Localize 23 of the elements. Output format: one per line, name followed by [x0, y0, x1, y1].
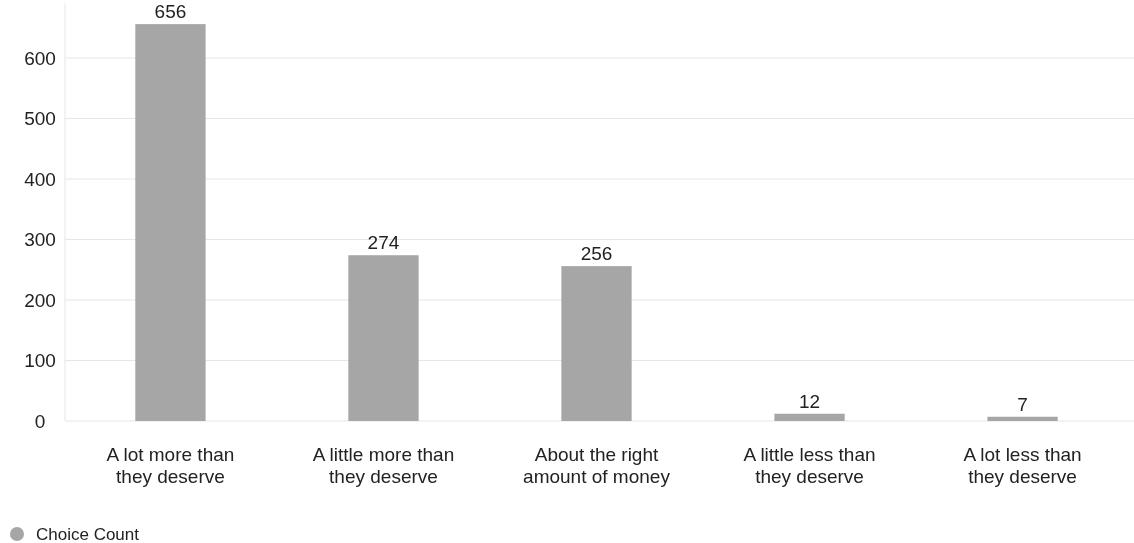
bar: [135, 24, 206, 421]
x-tick-label: A lot more than they deserve: [106, 444, 235, 487]
bar: [348, 255, 419, 421]
x-tick-label: A little less than they deserve: [743, 444, 876, 487]
y-tick-label: 100: [24, 350, 56, 372]
bar: [987, 416, 1058, 421]
data-label: 656: [154, 1, 187, 23]
y-tick-label: 500: [24, 108, 56, 130]
data-label: 256: [580, 243, 613, 265]
data-label: 274: [367, 232, 400, 254]
bar: [561, 266, 632, 421]
y-tick-label: 0: [34, 410, 46, 432]
data-label: 12: [798, 390, 821, 412]
legend-label: Choice Count: [36, 524, 140, 543]
x-tick-label: About the right amount of money: [523, 444, 671, 487]
bar: [774, 413, 845, 421]
y-tick-label: 600: [24, 47, 56, 69]
y-tick-label: 400: [24, 168, 56, 190]
y-tick-label: 300: [24, 229, 56, 251]
x-tick-label: A lot less than they deserve: [963, 444, 1082, 487]
x-tick-label: A little more than they deserve: [312, 444, 455, 487]
data-label: 7: [1017, 393, 1028, 415]
y-tick-label: 200: [24, 289, 56, 311]
